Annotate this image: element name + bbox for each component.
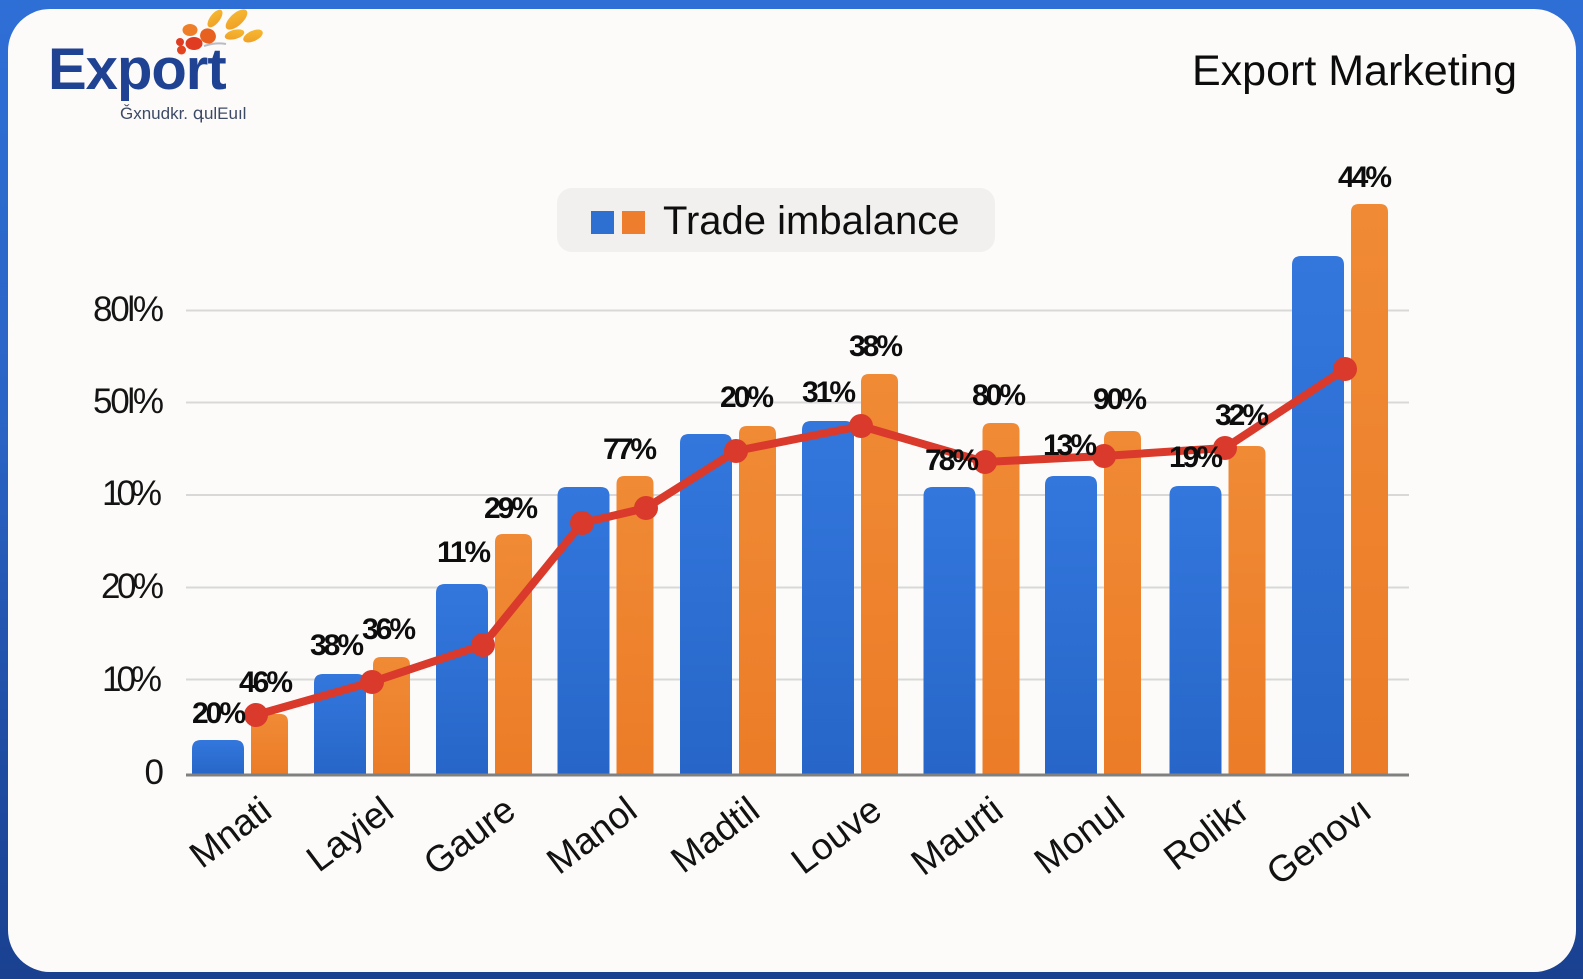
svg-text:Gaure: Gaure: [416, 789, 523, 884]
svg-text:77%: 77%: [603, 433, 657, 466]
svg-text:38%: 38%: [310, 629, 364, 662]
svg-text:Madtil: Madtil: [663, 789, 767, 881]
svg-text:29%: 29%: [484, 492, 538, 525]
svg-text:13%: 13%: [1043, 429, 1097, 462]
svg-text:32%: 32%: [1215, 399, 1269, 432]
svg-text:Manol: Manol: [539, 789, 644, 882]
svg-text:50l%: 50l%: [93, 382, 164, 421]
svg-text:20%: 20%: [101, 567, 164, 606]
svg-text:Layiel: Layiel: [299, 789, 401, 880]
svg-text:38%: 38%: [849, 330, 903, 363]
svg-text:10%: 10%: [102, 474, 162, 513]
svg-text:Genovı: Genovı: [1259, 789, 1379, 894]
svg-text:Mnati: Mnati: [182, 789, 279, 876]
svg-text:0: 0: [145, 753, 164, 792]
svg-text:20%: 20%: [192, 697, 246, 730]
svg-text:11%: 11%: [437, 536, 491, 569]
svg-text:Rolikr: Rolikr: [1156, 789, 1256, 879]
svg-text:90%: 90%: [1093, 383, 1147, 416]
svg-text:31%: 31%: [802, 376, 856, 409]
svg-text:Maurti: Maurti: [904, 789, 1011, 884]
svg-text:Monul: Monul: [1027, 789, 1132, 882]
svg-text:10%: 10%: [102, 660, 162, 699]
svg-text:80%: 80%: [972, 379, 1026, 412]
svg-text:78%: 78%: [925, 444, 979, 477]
svg-text:36%: 36%: [362, 613, 416, 646]
svg-text:80l%: 80l%: [93, 290, 164, 329]
svg-text:Louve: Louve: [784, 789, 889, 882]
svg-text:19%: 19%: [1169, 441, 1223, 474]
svg-text:44%: 44%: [1338, 161, 1392, 194]
svg-text:46%: 46%: [239, 666, 293, 699]
svg-text:20%: 20%: [720, 381, 774, 414]
